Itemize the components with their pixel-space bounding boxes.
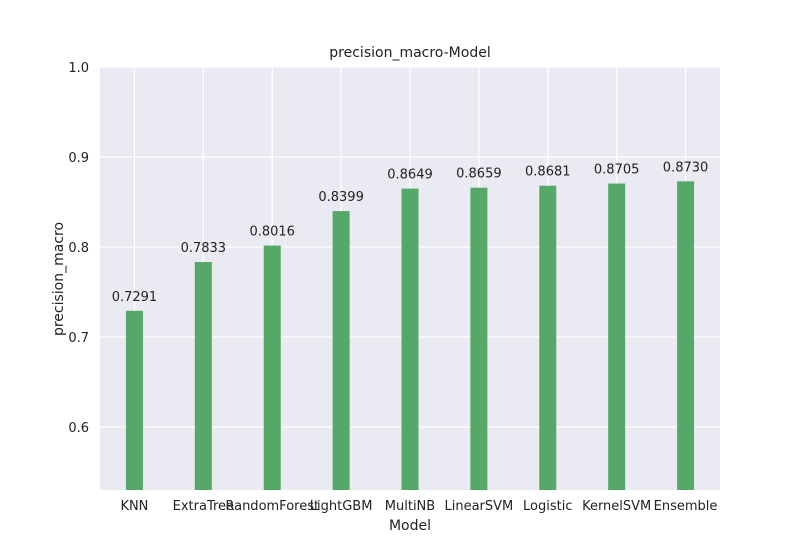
- bar: [125, 310, 143, 490]
- bar-value-label: 0.8681: [525, 165, 571, 180]
- y-tick-label: 0.9: [68, 151, 89, 166]
- x-tick-label: LinearSVM: [445, 499, 514, 514]
- data-labels: 0.7291 0.7833 0.8016 0.8399 0.8649 0.8659 0.86…: [112, 160, 709, 305]
- x-tick-label: RandomForest: [225, 499, 319, 514]
- bar-value-label: 0.8649: [387, 168, 433, 183]
- x-tick-label: Ensemble: [654, 499, 718, 514]
- bars: [125, 181, 695, 491]
- x-tick-label: LightGBM: [310, 499, 373, 514]
- bar-value-label: 0.8705: [594, 163, 640, 178]
- y-tick-label: 0.7: [68, 331, 89, 346]
- bar-value-label: 0.8659: [456, 167, 502, 182]
- x-tick-label: ExtraTree: [173, 499, 234, 514]
- y-tick-label: 0.6: [68, 421, 89, 436]
- bar: [539, 185, 557, 490]
- x-tick-label: KernelSVM: [582, 499, 651, 514]
- x-tick-label: MultiNB: [385, 499, 435, 514]
- bar-value-label: 0.8399: [318, 190, 364, 205]
- y-tick-label: 1.0: [68, 61, 89, 76]
- bar: [608, 183, 626, 491]
- bar: [263, 245, 281, 490]
- bar-value-label: 0.7291: [112, 290, 158, 305]
- bar: [332, 211, 350, 490]
- bar-value-label: 0.7833: [181, 241, 227, 256]
- y-axis-ticks: 0.6 0.7 0.8 0.9 1.0: [68, 61, 89, 436]
- bar: [677, 181, 695, 491]
- x-tick-label: Logistic: [523, 499, 572, 514]
- bar: [401, 188, 419, 490]
- bar: [470, 187, 488, 490]
- y-axis-label: precision_macro: [51, 222, 67, 336]
- bar-value-label: 0.8016: [249, 225, 295, 240]
- y-tick-label: 0.8: [68, 241, 89, 256]
- x-axis-label: Model: [389, 518, 431, 534]
- bar-value-label: 0.8730: [663, 160, 709, 175]
- bar: [194, 262, 212, 490]
- chart-title: precision_macro-Model: [329, 45, 490, 61]
- x-tick-label: KNN: [120, 499, 148, 514]
